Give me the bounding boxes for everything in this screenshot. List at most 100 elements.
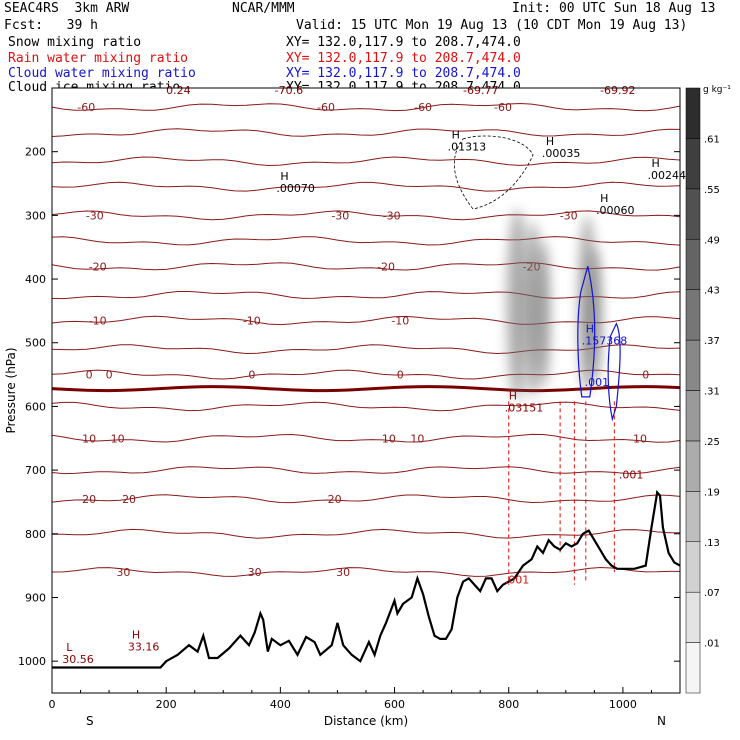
temperature-contour-label: 30: [248, 566, 262, 579]
colorbar-segment: [685, 239, 701, 290]
top-contour-label: -69.92: [600, 84, 635, 97]
temperature-contour-label: 0: [86, 369, 93, 382]
x-end-label-north: N: [657, 714, 666, 728]
extremum-value: 33.16: [128, 640, 160, 653]
colorbar-segment: [685, 491, 701, 543]
field-label-rain: Rain water mixing ratio: [8, 51, 189, 66]
freezing-level-line: [51, 385, 681, 393]
field-label-cloud-water: Cloud water mixing ratio: [8, 66, 196, 81]
colorbar-label: .31: [704, 387, 720, 398]
colorbar-label: .55: [704, 185, 720, 196]
field-xy-snow: XY= 132.0,117.9 to 208.7,474.0: [286, 35, 521, 50]
temperature-contour-label: -20: [377, 260, 395, 273]
snow-column: [506, 209, 528, 401]
temperature-contour-label: -30: [560, 209, 578, 222]
temperature-contour: [51, 156, 681, 167]
extremum-marker: L: [66, 641, 73, 654]
temperature-contour-label: -10: [391, 314, 409, 327]
rain-mixing-ratio-contours: [508, 401, 615, 585]
field-label-snow: Snow mixing ratio: [8, 35, 142, 50]
x-tick-label: 600: [384, 698, 405, 711]
temperature-contour-label: 0: [397, 369, 404, 382]
temperature-contour: [51, 181, 681, 192]
cloud-water-contour: [607, 322, 621, 422]
colorbar-label: .25: [704, 437, 720, 448]
snow-mixing-ratio-shading: [506, 209, 603, 401]
y-tick-label: 300: [25, 209, 46, 222]
colorbar-segment: [685, 339, 701, 391]
temperature-contour-label: 0: [642, 369, 649, 382]
temperature-contour-label: 20: [328, 493, 342, 506]
colorbar-unit: g kg⁻¹: [703, 85, 731, 95]
extremum-value: .001: [505, 574, 530, 587]
extremum-marker: H: [586, 323, 594, 336]
x-tick-label: 1000: [609, 698, 637, 711]
colorbar-segment: [685, 591, 701, 643]
extremum-value: .00060: [596, 204, 635, 217]
colorbar-segment: [685, 87, 701, 139]
top-contour-label: -70.6: [275, 84, 303, 97]
temperature-contour-label: 10: [382, 432, 396, 445]
colorbar-label: .19: [704, 487, 720, 498]
y-tick-label: 1000: [18, 655, 46, 668]
colorbar-label: .07: [704, 588, 720, 599]
extremum-value: .001: [585, 376, 610, 389]
temperature-contour: [51, 401, 681, 412]
y-axis-label: Pressure (hPa): [4, 347, 18, 433]
extremum-value: .00070: [276, 182, 315, 195]
temperature-contour-label: 0: [106, 369, 113, 382]
cloud-mixing-ratio-contours: [453, 135, 621, 422]
colorbar-segment: [685, 289, 701, 341]
temperature-contour-label: 20: [82, 493, 96, 506]
colorbar-segment: [685, 642, 701, 694]
temperature-contour-label: -60: [414, 101, 432, 114]
extremum-value: .157368: [582, 335, 628, 348]
temperature-contour: [51, 210, 681, 221]
y-tick-label: 500: [25, 337, 46, 350]
colorbar-segment: [685, 138, 701, 190]
y-tick-label: 200: [25, 146, 46, 159]
extremum-value: .00035: [542, 147, 581, 160]
y-tick-label: 700: [25, 464, 46, 477]
header-org: NCAR/MMM: [232, 1, 295, 16]
temperature-contour-label: 20: [122, 493, 136, 506]
colorbar-segment: [685, 390, 701, 442]
extremum-marker: H: [651, 157, 659, 170]
snow-column: [535, 240, 551, 388]
x-end-label-south: S: [86, 714, 94, 728]
extremum-value: 30.56: [62, 653, 94, 666]
extremum-marker: H: [132, 628, 140, 641]
temperature-contour: [51, 566, 680, 577]
extremum-value: .03151: [505, 402, 544, 415]
temperature-contour: [51, 128, 681, 137]
colorbar-label: .01: [704, 639, 720, 650]
extremum-marker: H: [509, 390, 517, 403]
extremum-marker: H: [600, 192, 608, 205]
cloud-ice-contour: [453, 135, 534, 210]
x-axis-label: Distance (km): [324, 714, 408, 728]
temperature-contour-label: 10: [82, 432, 96, 445]
x-tick-label: 800: [498, 698, 519, 711]
x-tick-label: 200: [156, 698, 177, 711]
temperature-contour-label: 30: [116, 566, 130, 579]
extremum-marker: H: [280, 170, 288, 183]
field-xy-cloud-water: XY= 132.0,117.9 to 208.7,474.0: [286, 66, 521, 81]
header-forecast: Fcst: 39 h: [4, 18, 98, 33]
temperature-contour: [51, 494, 681, 504]
field-xy-rain: XY= 132.0,117.9 to 208.7,474.0: [286, 51, 521, 66]
extremum-marker: H: [452, 129, 460, 142]
temperature-contour: [51, 344, 681, 355]
temperature-contour: [51, 369, 681, 380]
y-tick-label: 400: [25, 273, 46, 286]
temperature-contour-label: -60: [494, 101, 512, 114]
temperature-contour-label: -60: [317, 101, 335, 114]
header-valid: Valid: 15 UTC Mon 19 Aug 13 (10 CDT Mon …: [296, 18, 688, 33]
colorbar: .01 .07 .13 .19 .25 .31 .37 .43 .49 .55 .61 g kg⁻¹: [685, 85, 731, 694]
temperature-contour-label: -30: [331, 209, 349, 222]
y-tick-label: 900: [25, 591, 46, 604]
temperature-contour-label: 10: [111, 432, 125, 445]
colorbar-label: .37: [704, 336, 720, 347]
extremum-value: .00244: [647, 169, 686, 182]
